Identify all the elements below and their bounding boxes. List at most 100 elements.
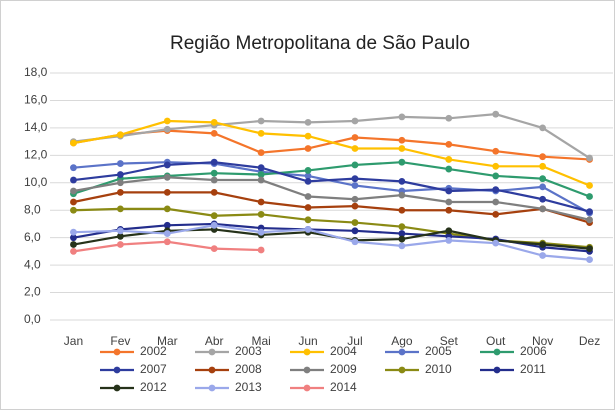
legend-label: 2006 (520, 344, 547, 358)
point (445, 227, 453, 235)
x-tick-label: Fev (110, 334, 130, 348)
point (398, 206, 406, 214)
series-line (73, 113, 591, 160)
point (492, 210, 500, 218)
point (492, 172, 500, 180)
point (304, 178, 312, 185)
point (163, 117, 171, 125)
point (210, 176, 218, 184)
point (586, 154, 593, 162)
point (398, 145, 406, 152)
point (539, 252, 547, 259)
legend-marker (208, 348, 216, 356)
series-line (73, 176, 590, 221)
point (586, 216, 593, 224)
legend-label: 2014 (330, 380, 357, 394)
x-tick-label: Mai (251, 334, 270, 348)
point (492, 162, 500, 170)
point (257, 210, 265, 218)
point (304, 226, 312, 233)
point (257, 117, 265, 125)
point (304, 119, 312, 126)
point (351, 238, 359, 246)
point (304, 132, 312, 140)
point (492, 147, 500, 155)
point (351, 219, 359, 226)
point (304, 167, 312, 174)
legend-marker (113, 384, 121, 392)
legend-label: 2008 (235, 362, 262, 376)
point (163, 125, 171, 133)
point (163, 161, 171, 169)
point (163, 221, 171, 229)
point (116, 241, 124, 248)
point (351, 161, 359, 169)
legend-marker (398, 366, 406, 374)
point (492, 198, 500, 206)
legend-marker (303, 384, 311, 392)
point (210, 169, 218, 177)
point (304, 145, 312, 152)
point (351, 145, 359, 152)
point (116, 160, 124, 167)
series-line (73, 161, 590, 198)
point (210, 188, 218, 196)
point (351, 227, 359, 235)
x-tick-label: Set (440, 334, 459, 348)
y-tick-label: 18,0 (24, 65, 48, 79)
legend-marker (208, 384, 216, 392)
point (398, 235, 406, 243)
point (586, 182, 593, 189)
point (539, 162, 547, 170)
point (586, 245, 593, 253)
point (70, 241, 77, 248)
legend-marker (493, 348, 501, 356)
point (351, 202, 359, 210)
point (210, 245, 218, 253)
point (163, 230, 171, 237)
x-tick-label: Mar (157, 334, 178, 348)
point (398, 191, 406, 199)
x-tick-label: Out (486, 334, 506, 348)
point (304, 193, 312, 200)
point (351, 182, 359, 189)
point (116, 171, 124, 178)
point (445, 187, 453, 195)
x-tick-label: Ago (391, 334, 413, 348)
y-tick-label: 16,0 (24, 93, 48, 107)
point (586, 256, 593, 264)
point (398, 230, 406, 237)
point (257, 149, 265, 156)
legend-label: 2010 (425, 362, 452, 376)
point (70, 247, 77, 255)
point (210, 119, 218, 126)
point (163, 205, 171, 213)
point (210, 158, 218, 166)
point (539, 183, 547, 191)
point (445, 140, 453, 148)
legend-marker (398, 348, 406, 356)
point (398, 242, 406, 250)
point (70, 139, 77, 147)
y-tick-label: 12,0 (24, 148, 48, 162)
x-tick-label: Jan (64, 334, 83, 348)
point (257, 228, 265, 236)
point (70, 164, 77, 172)
y-tick-label: 2,0 (24, 285, 41, 299)
point (539, 124, 547, 132)
point (116, 179, 124, 187)
point (116, 188, 124, 196)
point (586, 193, 593, 200)
legend-marker (493, 366, 501, 374)
point (398, 136, 406, 144)
x-tick-label: Abr (205, 334, 224, 348)
series-line (73, 161, 590, 213)
point (304, 172, 312, 180)
point (116, 131, 124, 139)
point (304, 216, 312, 224)
point (116, 205, 124, 213)
point (257, 246, 265, 254)
point (210, 221, 218, 229)
y-tick-label: 4,0 (24, 257, 41, 271)
